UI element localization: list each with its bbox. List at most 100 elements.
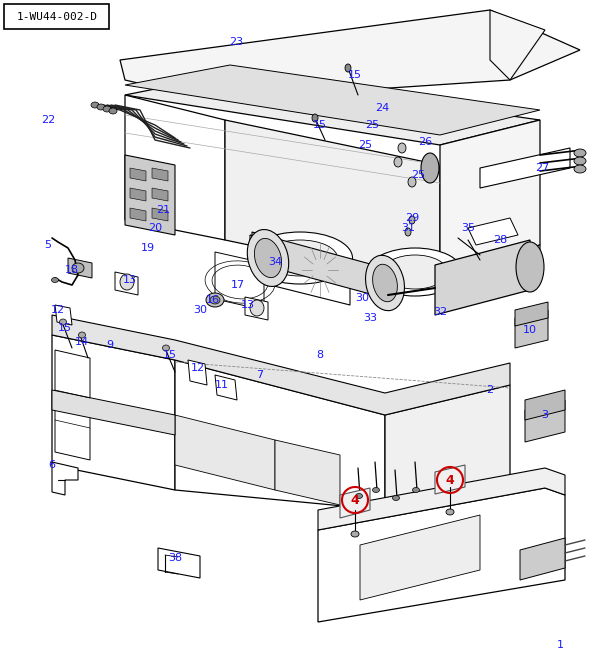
Polygon shape <box>340 488 370 518</box>
Polygon shape <box>252 232 385 298</box>
Text: 32: 32 <box>433 307 447 317</box>
Ellipse shape <box>103 106 111 112</box>
Ellipse shape <box>248 232 353 284</box>
Text: 30: 30 <box>355 293 369 303</box>
Polygon shape <box>115 272 138 295</box>
Polygon shape <box>440 245 540 305</box>
Ellipse shape <box>263 240 337 276</box>
Ellipse shape <box>109 108 117 114</box>
Polygon shape <box>55 305 72 325</box>
Ellipse shape <box>373 264 397 302</box>
Ellipse shape <box>247 230 289 286</box>
Text: 1: 1 <box>557 640 563 650</box>
Polygon shape <box>158 548 200 578</box>
Polygon shape <box>480 148 570 188</box>
Polygon shape <box>525 390 565 420</box>
Polygon shape <box>515 310 548 348</box>
Polygon shape <box>318 488 565 622</box>
Ellipse shape <box>210 296 220 304</box>
Text: 1-WU44-002-D: 1-WU44-002-D <box>17 12 97 22</box>
Text: 4: 4 <box>446 474 454 486</box>
Ellipse shape <box>373 488 380 492</box>
Ellipse shape <box>574 149 586 157</box>
Ellipse shape <box>206 293 224 307</box>
Polygon shape <box>435 240 530 315</box>
Ellipse shape <box>383 255 448 289</box>
Ellipse shape <box>120 274 134 290</box>
Ellipse shape <box>52 278 59 282</box>
Ellipse shape <box>91 102 99 108</box>
Text: 28: 28 <box>493 235 507 245</box>
Polygon shape <box>52 315 510 415</box>
Text: 2: 2 <box>487 385 494 395</box>
Text: 15: 15 <box>313 120 327 130</box>
Polygon shape <box>125 155 175 235</box>
Ellipse shape <box>398 143 406 153</box>
Text: 29: 29 <box>405 213 419 223</box>
Polygon shape <box>175 415 275 490</box>
Ellipse shape <box>79 332 86 338</box>
Ellipse shape <box>345 64 351 72</box>
Polygon shape <box>125 75 540 145</box>
Polygon shape <box>152 208 168 221</box>
Polygon shape <box>52 335 175 490</box>
Text: 4: 4 <box>350 494 359 507</box>
Text: 14: 14 <box>75 337 89 347</box>
Ellipse shape <box>365 255 404 310</box>
Text: 6: 6 <box>49 460 56 470</box>
Text: 24: 24 <box>375 103 389 113</box>
Polygon shape <box>490 10 545 80</box>
Ellipse shape <box>351 531 359 537</box>
Polygon shape <box>520 538 565 580</box>
Text: 11: 11 <box>215 380 229 390</box>
Text: 13: 13 <box>241 300 255 310</box>
Text: 25: 25 <box>358 140 372 150</box>
Ellipse shape <box>59 319 67 325</box>
Text: 3: 3 <box>542 410 548 420</box>
Text: 13: 13 <box>123 275 137 285</box>
Ellipse shape <box>97 104 105 110</box>
Ellipse shape <box>250 300 264 316</box>
Ellipse shape <box>72 263 84 273</box>
Text: 35: 35 <box>461 223 475 233</box>
Polygon shape <box>152 168 168 181</box>
Polygon shape <box>435 465 465 494</box>
Polygon shape <box>130 188 146 201</box>
Polygon shape <box>130 208 146 221</box>
Text: 15: 15 <box>163 350 177 360</box>
Polygon shape <box>250 235 350 305</box>
Polygon shape <box>175 360 385 510</box>
Ellipse shape <box>355 494 362 498</box>
Ellipse shape <box>516 242 544 292</box>
Polygon shape <box>125 95 225 240</box>
Text: 38: 38 <box>168 553 182 563</box>
Text: 9: 9 <box>106 340 113 350</box>
Text: 15: 15 <box>348 70 362 80</box>
Text: 22: 22 <box>41 115 55 125</box>
Text: 25: 25 <box>365 120 379 130</box>
Text: 23: 23 <box>229 37 243 47</box>
Polygon shape <box>55 350 90 460</box>
Polygon shape <box>130 168 146 181</box>
Text: 31: 31 <box>401 223 415 233</box>
Polygon shape <box>318 468 565 530</box>
Polygon shape <box>225 120 440 285</box>
Ellipse shape <box>446 509 454 515</box>
Text: 33: 33 <box>363 313 377 323</box>
Polygon shape <box>152 188 168 201</box>
Ellipse shape <box>408 177 416 187</box>
Polygon shape <box>468 218 518 245</box>
Text: 19: 19 <box>141 243 155 253</box>
Ellipse shape <box>574 165 586 173</box>
Polygon shape <box>385 385 510 510</box>
Ellipse shape <box>163 345 170 351</box>
Polygon shape <box>68 258 92 278</box>
Polygon shape <box>360 515 480 600</box>
Ellipse shape <box>394 157 402 167</box>
FancyBboxPatch shape <box>4 4 109 29</box>
Ellipse shape <box>421 153 439 183</box>
Text: 8: 8 <box>316 350 323 360</box>
Text: 25: 25 <box>411 170 425 180</box>
Text: 12: 12 <box>51 305 65 315</box>
Text: 34: 34 <box>268 257 282 267</box>
